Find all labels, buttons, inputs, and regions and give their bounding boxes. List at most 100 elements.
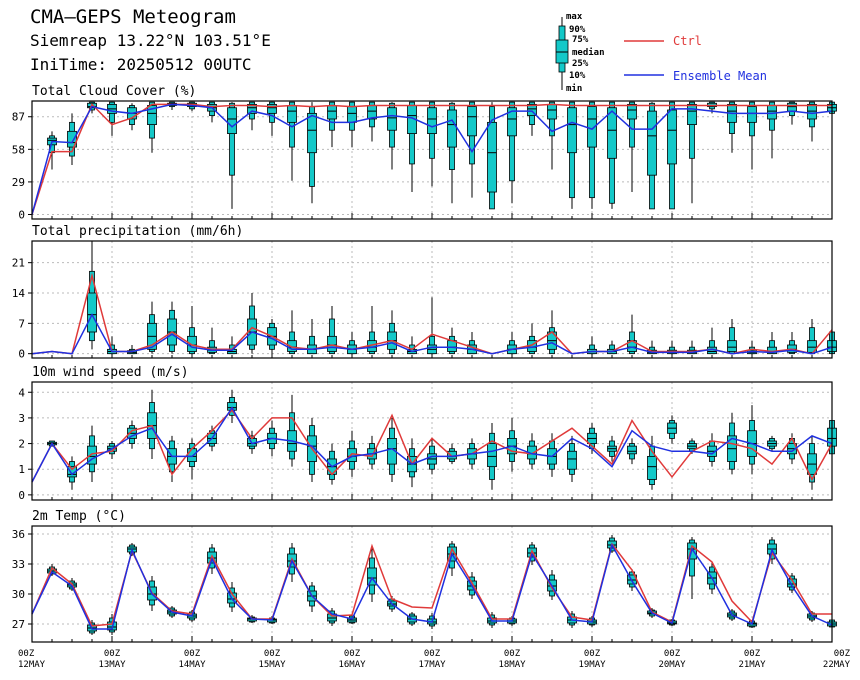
- box-inner: [787, 102, 797, 112]
- box-plot: [387, 102, 397, 170]
- box-inner: [387, 107, 397, 131]
- box-plot: [607, 101, 617, 209]
- y-tick-label: 33: [12, 558, 25, 571]
- box-inner: [467, 106, 477, 137]
- x-time-label: 00Z: [834, 649, 851, 659]
- box-plot: [547, 101, 557, 170]
- box-plot: [707, 433, 717, 467]
- box-plot: [527, 101, 537, 136]
- box-plot: [487, 423, 497, 490]
- x-time-label: 00Z: [264, 649, 281, 659]
- legend-mean-label: Ensemble Mean: [673, 69, 767, 83]
- box-inner: [87, 292, 97, 333]
- box-plot: [627, 438, 637, 465]
- panel-0: Total Cloud Cover (%) 0 29 58 87: [12, 84, 837, 222]
- box-inner: [627, 103, 637, 120]
- box-plot: [367, 546, 377, 602]
- box-plot: [407, 101, 417, 193]
- ctrl-line: [31, 103, 832, 215]
- box-inner: [447, 109, 457, 148]
- box-plot: [147, 301, 157, 354]
- box-inner: [507, 107, 517, 137]
- y-tick-label: 4: [18, 386, 25, 399]
- x-time-label: 00Z: [344, 649, 361, 659]
- box-inner: [567, 450, 577, 470]
- x-date-label: 15MAY: [258, 660, 286, 670]
- box-inner: [227, 107, 237, 134]
- legend-box-key: median: [572, 47, 605, 58]
- panel-title: Total Cloud Cover (%): [32, 84, 196, 99]
- box-plot: [147, 101, 157, 153]
- box-outer: [229, 102, 235, 176]
- box-plot: [467, 101, 477, 198]
- box-inner: [347, 106, 357, 123]
- box-plot: [87, 241, 97, 350]
- box-plot: [567, 435, 577, 483]
- panel-title: 2m Temp (°C): [32, 509, 126, 524]
- box-plot: [67, 113, 77, 166]
- legend-ctrl-label: Ctrl: [673, 34, 702, 48]
- x-date-label: 12MAY: [18, 660, 46, 670]
- box-plot: [767, 101, 777, 159]
- box-plot: [807, 319, 817, 355]
- ctrl-line: [31, 409, 833, 483]
- y-tick-label: 3: [18, 412, 25, 425]
- box-plot: [427, 297, 437, 355]
- box-plot: [187, 101, 197, 112]
- y-tick-label: 36: [12, 528, 25, 541]
- x-time-label: 00Z: [104, 649, 121, 659]
- box-plot: [687, 101, 697, 204]
- panel-3: 2m Temp (°C) 27 30 33 36: [12, 509, 837, 643]
- box-inner: [347, 448, 357, 462]
- box-plot: [307, 102, 317, 204]
- y-tick-label: 0: [18, 489, 25, 502]
- x-date-label: 22MAY: [823, 660, 851, 670]
- box-plot: [747, 405, 757, 475]
- box-plot: [767, 435, 777, 452]
- box-outer: [689, 101, 695, 159]
- box-plot: [247, 293, 257, 354]
- x-date-label: 16MAY: [338, 660, 366, 670]
- y-tick-label: 2: [18, 438, 25, 451]
- box-plot: [427, 101, 437, 187]
- y-tick-label: 87: [12, 111, 25, 124]
- y-tick-label: 21: [12, 257, 25, 270]
- y-tick-label: 0: [18, 348, 25, 361]
- box-inner: [487, 443, 497, 468]
- box-inner: [187, 448, 197, 462]
- panel-2: 10m wind speed (m/s) 0 1 2 3 4: [18, 365, 837, 502]
- box-inner: [287, 105, 297, 123]
- box-inner: [147, 105, 157, 126]
- x-date-label: 19MAY: [578, 660, 606, 670]
- chart-title: CMA–GEPS Meteogram: [30, 6, 236, 28]
- y-tick-label: 29: [12, 176, 25, 189]
- init-time-subtitle: IniTime: 20250512 00UTC: [30, 55, 252, 74]
- box-inner: [307, 112, 317, 154]
- box-inner: [567, 107, 577, 154]
- box-outer: [509, 101, 515, 182]
- box-plot: [287, 394, 297, 467]
- box-inner: [607, 107, 617, 159]
- x-time-label: 00Z: [184, 649, 201, 659]
- box-plot: [807, 101, 817, 142]
- ensemble-mean-line: [31, 103, 833, 215]
- x-date-label: 20MAY: [658, 660, 686, 670]
- panel-frame: [31, 525, 833, 643]
- ensemble-mean-line: [31, 313, 833, 355]
- box-plot: [167, 101, 177, 110]
- panel-title: 10m wind speed (m/s): [32, 365, 189, 380]
- box-plot: [147, 389, 157, 459]
- box-plot: [207, 101, 217, 123]
- box-inner: [267, 103, 277, 114]
- box-plot: [607, 435, 617, 462]
- legend-box-key: 75%: [572, 35, 589, 45]
- box-inner: [627, 445, 637, 455]
- box-inner: [187, 335, 197, 352]
- box-plot: [367, 101, 377, 142]
- y-tick-label: 14: [12, 287, 26, 300]
- x-time-label: 00Z: [424, 649, 441, 659]
- box-plot: [347, 101, 357, 148]
- panel-frame: [31, 100, 833, 220]
